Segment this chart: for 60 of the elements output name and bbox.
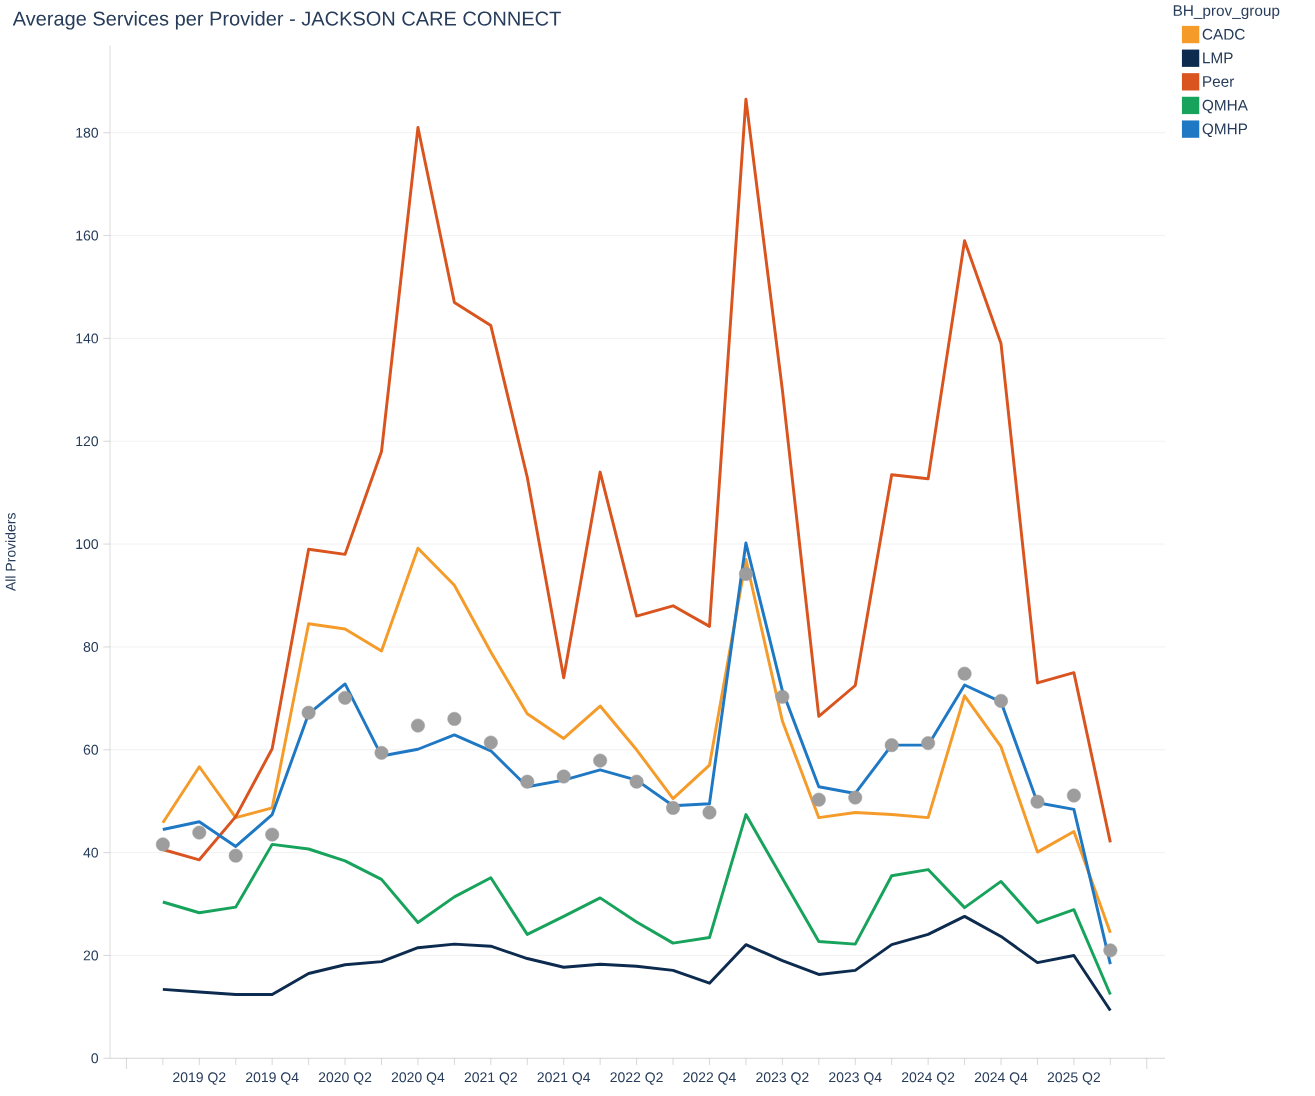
- point: [1066, 788, 1081, 803]
- y-tick-label: 160: [76, 230, 99, 241]
- point: [483, 735, 498, 750]
- y-tick-label: 40: [83, 847, 99, 858]
- point: [702, 805, 717, 820]
- point: [338, 690, 352, 705]
- point: [811, 792, 826, 807]
- legend-label: QMHA: [1202, 99, 1248, 114]
- x-tick-label: 2023 Q4: [829, 1072, 882, 1085]
- x-tick-label: 2023 Q2: [756, 1072, 809, 1085]
- point: [192, 825, 207, 840]
- legend-label: QMHP: [1202, 123, 1248, 137]
- point: [228, 848, 243, 863]
- line-series: [161, 812, 1112, 996]
- x-tick-label: 2024 Q2: [901, 1072, 955, 1085]
- point: [1103, 943, 1118, 958]
- x-tick-label: 2020 Q2: [318, 1072, 372, 1085]
- y-tick-label: 80: [83, 641, 99, 652]
- y-tick-label: 180: [76, 127, 99, 138]
- legend-label: CADC: [1202, 28, 1245, 40]
- legend-label: LMP: [1203, 52, 1233, 64]
- point: [1030, 794, 1045, 809]
- x-tick-label: 2021 Q2: [464, 1072, 517, 1085]
- point: [593, 753, 608, 768]
- y-tick-label: 120: [76, 436, 99, 447]
- point: [301, 705, 316, 720]
- x-tick-label: 2021 Q4: [537, 1072, 591, 1085]
- y-tick-label: 100: [76, 539, 99, 549]
- point: [775, 689, 790, 704]
- x-tick-label: 2025 Q2: [1047, 1072, 1101, 1085]
- x-tick-label: 2019 Q4: [246, 1072, 299, 1085]
- x-tick-label: 2022 Q4: [683, 1072, 736, 1085]
- y-tick-label: 140: [76, 333, 99, 344]
- legend-label: Peer: [1203, 76, 1235, 87]
- x-tick-label: 2022 Q2: [610, 1072, 663, 1085]
- point: [265, 827, 280, 842]
- y-axis-title: All Providers: [5, 512, 16, 591]
- point: [374, 745, 389, 760]
- point: [848, 790, 863, 805]
- point: [629, 774, 644, 789]
- x-tick-label: 2019 Q2: [173, 1072, 226, 1085]
- line-series: [161, 914, 1112, 1012]
- point: [155, 837, 170, 852]
- x-tick-label: 2020 Q4: [391, 1072, 445, 1085]
- y-tick-label: 60: [83, 744, 99, 755]
- legend-title: BH_prov_group: [1173, 5, 1280, 19]
- point: [921, 736, 936, 750]
- x-tick-label: 2024 Q4: [974, 1072, 1028, 1085]
- point: [666, 800, 680, 815]
- point: [520, 774, 535, 789]
- point: [556, 769, 571, 784]
- chart-title: Average Services per Provider - JACKSON CARE CONNECT: [12, 10, 561, 30]
- point: [884, 738, 899, 752]
- point: [957, 666, 972, 681]
- y-tick-label: 20: [83, 950, 99, 961]
- point: [738, 566, 753, 581]
- point: [411, 718, 425, 733]
- point: [447, 711, 462, 726]
- y-tick-label: 0: [91, 1053, 99, 1064]
- point: [994, 693, 1008, 708]
